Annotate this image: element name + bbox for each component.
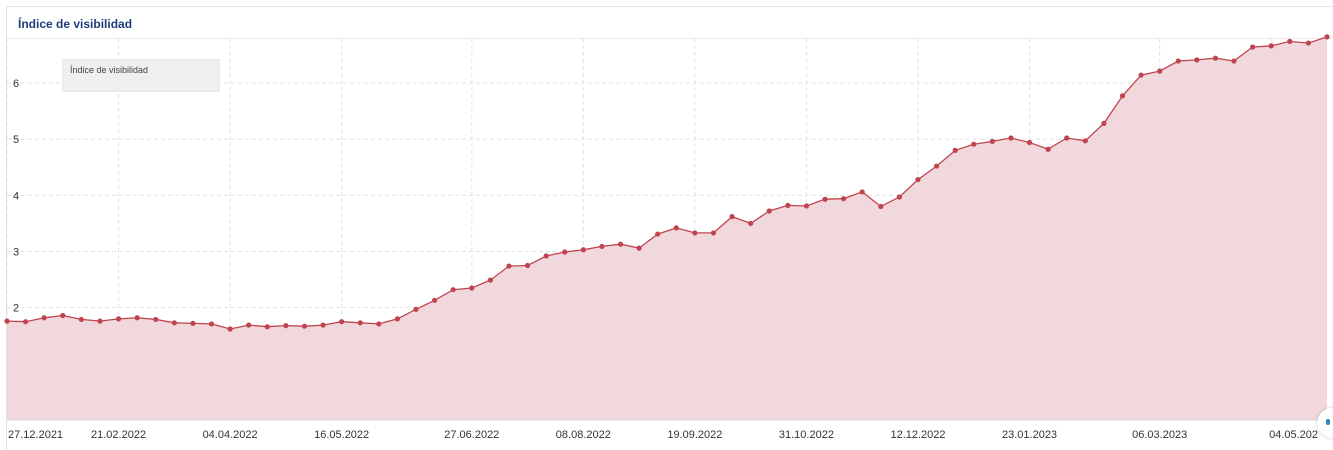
data-point (506, 263, 512, 269)
data-point (1082, 138, 1088, 144)
data-point (134, 315, 140, 321)
data-point (989, 138, 995, 144)
data-point (1119, 93, 1126, 99)
data-point (97, 318, 103, 324)
data-point (636, 245, 642, 251)
data-point (264, 324, 270, 330)
x-tick-label: 04.05.202 (1269, 429, 1318, 441)
data-point (859, 189, 865, 195)
data-point (971, 141, 977, 147)
x-tick-label: 21.02.2022 (91, 429, 146, 441)
data-point (524, 262, 531, 269)
data-point (803, 203, 810, 209)
data-point (115, 316, 122, 322)
y-tick-label: 3 (13, 246, 19, 258)
data-point (1324, 34, 1330, 40)
data-point (413, 306, 419, 312)
data-point (41, 315, 47, 321)
series-area (7, 36, 1327, 421)
data-point (1305, 40, 1312, 46)
data-point (655, 231, 661, 237)
data-point (1287, 38, 1293, 44)
x-tick-label: 27.06.2022 (444, 429, 499, 441)
data-point (78, 316, 84, 323)
data-point (952, 147, 958, 153)
data-point (729, 214, 735, 220)
data-point (469, 285, 475, 291)
data-point (766, 208, 772, 214)
x-tick-label: 12.12.2022 (890, 429, 945, 441)
data-point (1008, 135, 1014, 141)
data-point (915, 176, 921, 183)
data-point (692, 230, 698, 236)
data-point (1026, 139, 1033, 146)
panel-title: Índice de visibilidad (18, 17, 133, 31)
data-point (1250, 44, 1256, 50)
data-point (320, 322, 326, 328)
x-tick-label: 08.08.2022 (556, 429, 611, 441)
x-tick-label: 19.09.2022 (667, 429, 722, 441)
data-point (171, 320, 177, 326)
data-point (301, 323, 308, 329)
data-point (617, 241, 624, 247)
expand-icon[interactable] (1317, 408, 1333, 438)
data-point (450, 287, 456, 293)
data-point (1175, 58, 1181, 64)
data-point (896, 194, 902, 200)
data-point (208, 321, 215, 327)
data-point (1194, 57, 1200, 63)
data-point (4, 318, 10, 324)
legend-label: Índice de visibilidad (70, 65, 149, 75)
data-point (1064, 135, 1070, 141)
data-point (841, 196, 847, 202)
data-point (748, 220, 754, 226)
data-point (933, 163, 940, 169)
data-point (785, 202, 791, 209)
data-point (246, 322, 252, 328)
data-point (22, 319, 29, 325)
chart-legend: Índice de visibilidad (62, 59, 220, 92)
data-point (1101, 120, 1107, 126)
y-tick-label: 5 (13, 134, 19, 146)
data-point (227, 326, 233, 332)
data-point (1231, 58, 1237, 64)
data-point (339, 319, 345, 325)
series-line (6, 36, 1328, 330)
data-point (1138, 72, 1144, 78)
data-point (376, 321, 382, 327)
data-point (1157, 68, 1163, 74)
data-point (60, 312, 66, 319)
y-tick-label: 4 (13, 190, 19, 202)
data-point (543, 253, 549, 259)
data-point (1045, 146, 1051, 152)
data-point (394, 316, 401, 322)
data-point (562, 249, 568, 255)
data-point (153, 316, 159, 323)
data-point (822, 196, 828, 202)
x-tick-label: 16.05.2022 (314, 429, 369, 441)
x-tick-label: 23.01.2023 (1002, 429, 1057, 441)
x-tick-label: 06.03.2023 (1132, 429, 1187, 441)
x-tick-label: 31.10.2022 (779, 429, 834, 441)
data-point (878, 203, 884, 210)
data-point (283, 323, 289, 329)
x-tick-label: 27.12.2021 (8, 429, 63, 441)
data-point (599, 243, 605, 250)
panel-header: Índice de visibilidad (7, 7, 1333, 39)
data-point (190, 320, 196, 326)
data-point (1268, 43, 1274, 49)
data-point (1212, 55, 1219, 61)
y-tick-label: 2 (13, 303, 19, 315)
x-tick-label: 04.04.2022 (203, 429, 258, 441)
data-point (357, 320, 363, 326)
y-tick-label: 6 (13, 78, 19, 90)
data-point (673, 225, 679, 231)
data-point (710, 230, 717, 236)
data-point (487, 277, 493, 283)
data-point (580, 247, 586, 253)
data-point (432, 297, 438, 303)
